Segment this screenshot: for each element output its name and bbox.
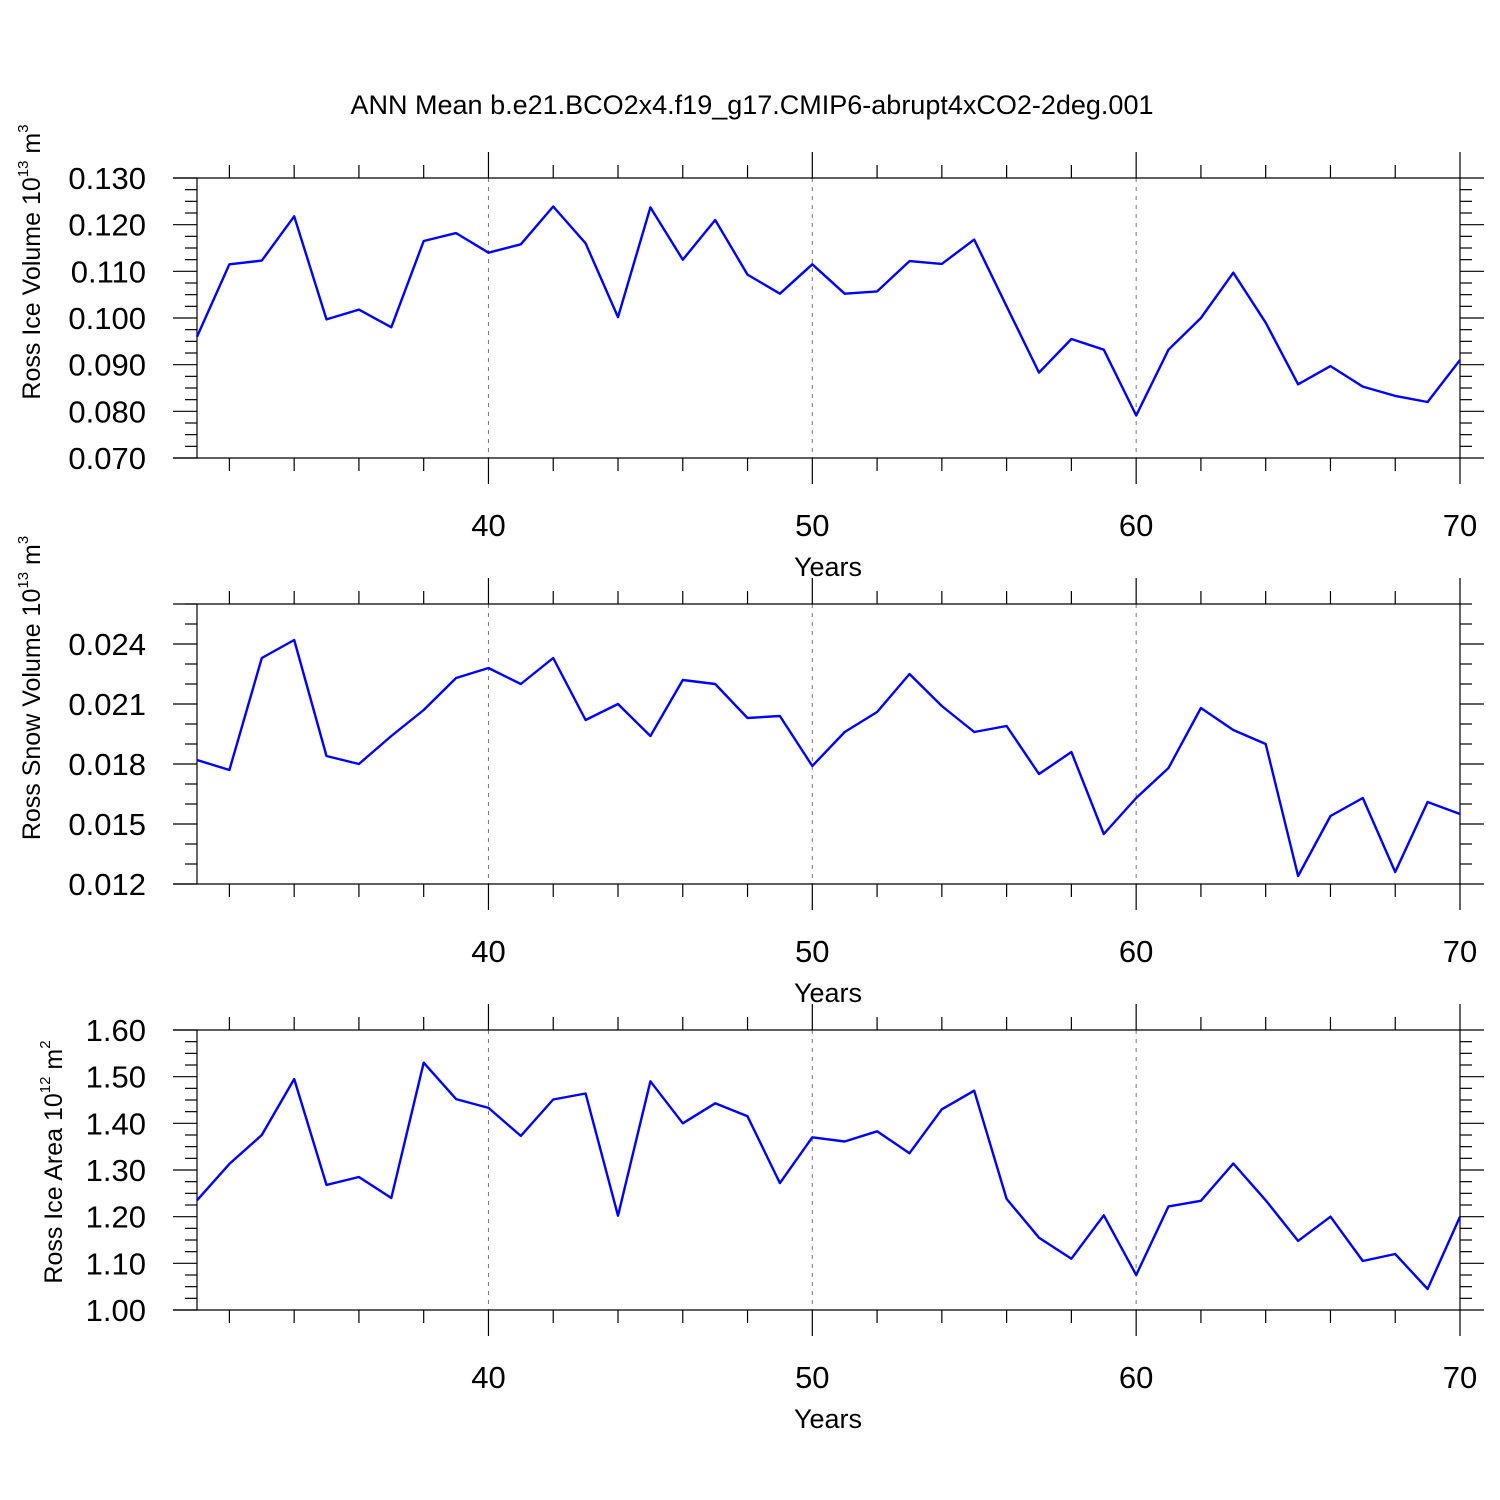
chart-panel-3: 1.00 1.10 1.20 1.30 1.40 1.50 1.60 40 50 60 70 Year… xyxy=(37,1004,1484,1434)
series-line-1 xyxy=(195,205,1461,417)
x-tick-label: 40 xyxy=(471,1360,505,1395)
y-tick-label: 1.10 xyxy=(86,1246,146,1281)
y-tick-label: 0.024 xyxy=(68,627,146,662)
x-tick-label: 70 xyxy=(1443,508,1477,543)
x-tick-label: 50 xyxy=(795,508,829,543)
panels: 0.070 0.080 0.090 0.100 0.110 0.120 0.130 40 50 6… xyxy=(15,124,1484,1434)
y-axis-label: Ross Ice Area 1012 m2 xyxy=(37,1040,68,1283)
chart-panel-1: 0.070 0.080 0.090 0.100 0.110 0.120 0.130 40 50 6… xyxy=(15,124,1484,582)
x-tick-label: 60 xyxy=(1119,1360,1153,1395)
y-tick-label: 1.00 xyxy=(86,1293,146,1328)
y-tick-label: 1.60 xyxy=(86,1013,146,1048)
y-tick-label: 0.015 xyxy=(68,807,146,842)
y-tick-label: 1.40 xyxy=(86,1106,146,1141)
y-axis-label: Ross Snow Volume 1013 m3 xyxy=(15,536,46,840)
x-tick-label: 50 xyxy=(795,1360,829,1395)
y-tick-label: 0.012 xyxy=(68,867,146,902)
x-axis-label: Years xyxy=(794,978,862,1008)
y-tick-label: 0.018 xyxy=(68,747,146,782)
x-tick-label: 40 xyxy=(471,508,505,543)
x-tick-label: 70 xyxy=(1443,934,1477,969)
y-tick-label: 0.130 xyxy=(68,161,146,196)
x-axis-label: Years xyxy=(794,1404,862,1434)
x-tick-label: 40 xyxy=(471,934,505,969)
y-tick-label: 1.20 xyxy=(86,1200,146,1235)
x-tick-label: 70 xyxy=(1443,1360,1477,1395)
series-line-2 xyxy=(196,638,1461,878)
chart-panel-2: 0.012 0.015 0.018 0.021 0.024 40 50 60 70 Years Ro… xyxy=(15,536,1484,1008)
series-line-3 xyxy=(196,1061,1462,1291)
figure-title: ANN Mean b.e21.BCO2x4.f19_g17.CMIP6-abru… xyxy=(351,90,1154,120)
y-tick-label: 0.080 xyxy=(68,394,146,429)
y-axis-label: Ross Ice Volume 1013 m3 xyxy=(15,124,46,399)
x-tick-label: 50 xyxy=(795,934,829,969)
y-tick-label: 0.090 xyxy=(68,348,146,383)
y-tick-label: 1.50 xyxy=(86,1060,146,1095)
y-tick-label: 1.30 xyxy=(86,1153,146,1188)
y-tick-label: 0.110 xyxy=(71,254,146,289)
y-tick-label: 0.070 xyxy=(68,441,146,476)
y-tick-label: 0.100 xyxy=(68,301,146,336)
x-axis-label: Years xyxy=(794,552,862,582)
y-tick-label: 0.021 xyxy=(68,687,146,722)
x-tick-label: 60 xyxy=(1119,508,1153,543)
y-tick-label: 0.120 xyxy=(68,208,146,243)
x-tick-label: 60 xyxy=(1119,934,1153,969)
